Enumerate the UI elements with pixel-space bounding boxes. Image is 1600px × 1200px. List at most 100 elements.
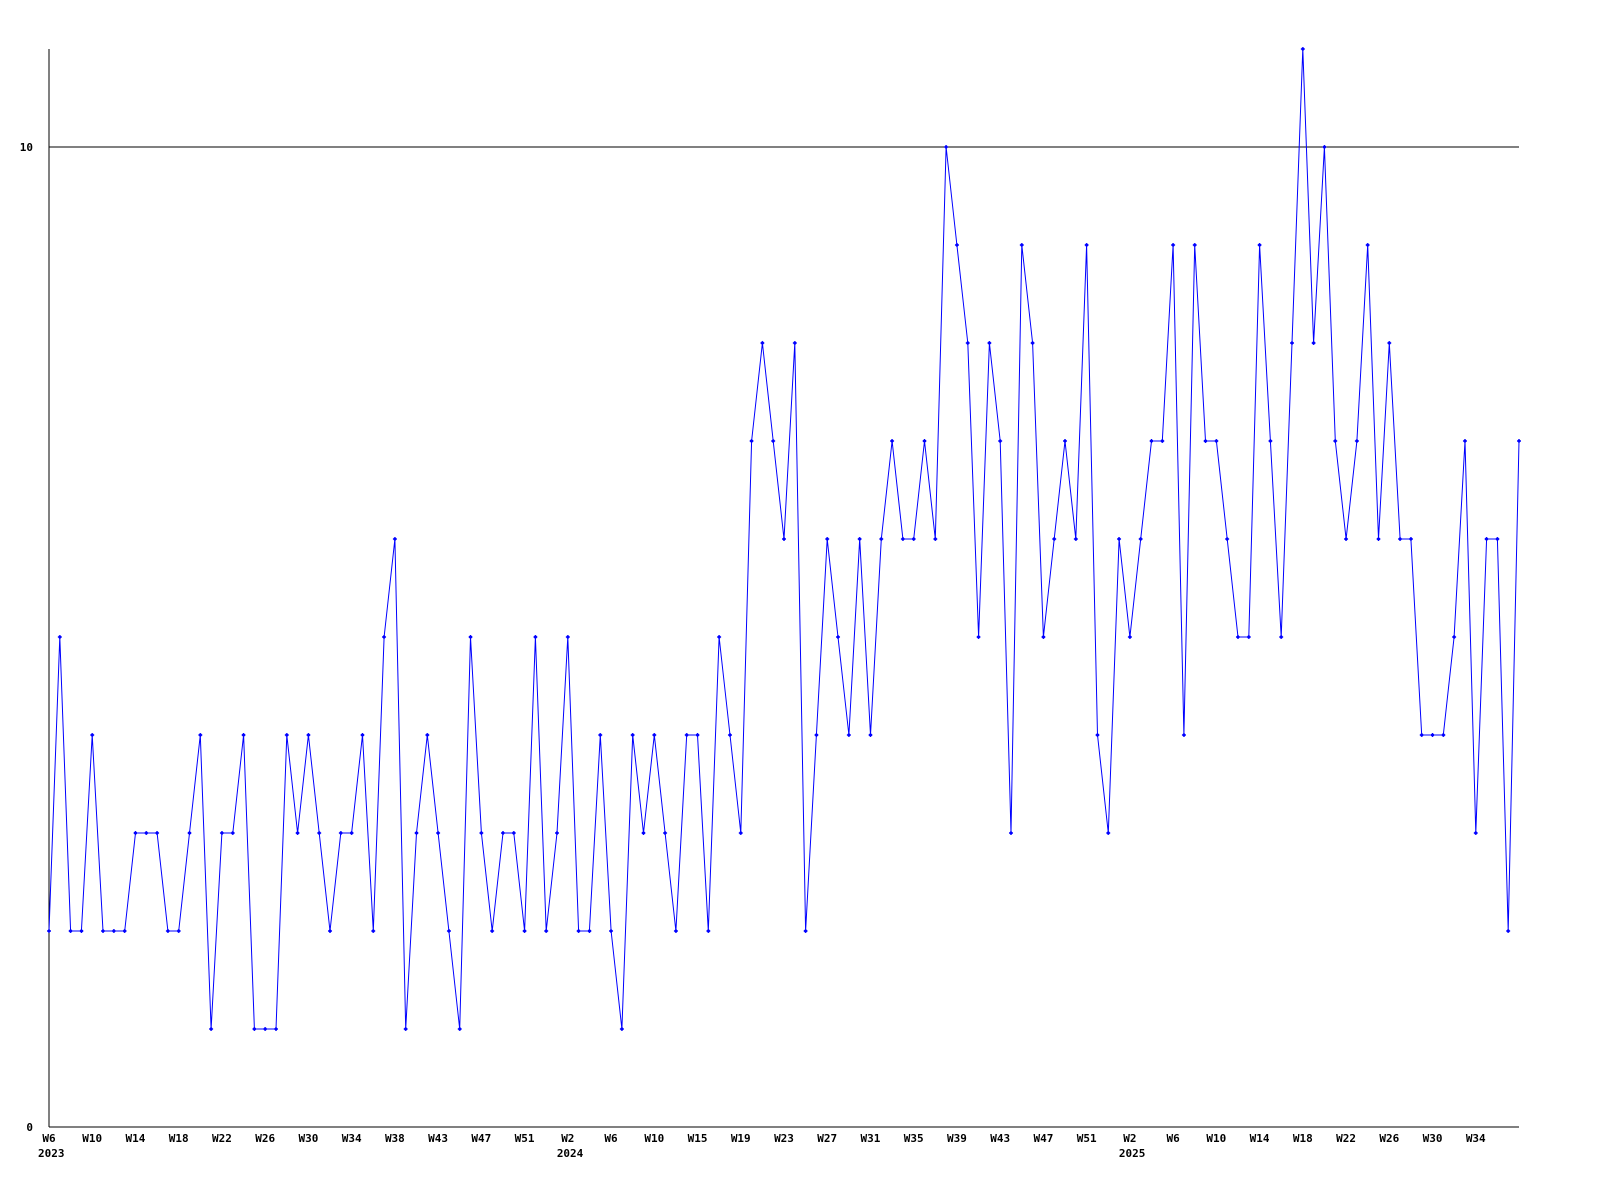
data-point: [781, 536, 787, 542]
x-tick-label: W47: [471, 1132, 491, 1145]
data-point: [749, 438, 754, 444]
data-point: [889, 438, 895, 444]
y-tick-label: 10: [20, 141, 33, 154]
data-point: [846, 732, 852, 738]
data-point: [1322, 144, 1327, 150]
data-point: [68, 928, 73, 934]
data-point: [1246, 634, 1252, 640]
data-point: [868, 732, 873, 738]
data-point: [360, 732, 365, 738]
data-point: [1462, 438, 1468, 444]
data-point: [792, 340, 798, 346]
data-point: [392, 536, 398, 542]
data-point: [316, 830, 322, 836]
x-tick-label: W6: [604, 1132, 618, 1145]
data-point: [738, 830, 744, 836]
data-point: [965, 340, 971, 346]
x-tick-label: W10: [82, 1132, 102, 1145]
x-tick-label: W22: [1336, 1132, 1356, 1145]
data-point: [878, 536, 884, 542]
x-year-label: 2023: [38, 1147, 65, 1160]
x-tick-label: W15: [688, 1132, 708, 1145]
data-point: [370, 928, 376, 934]
data-point: [1030, 340, 1035, 346]
x-year-label: 2025: [1119, 1147, 1146, 1160]
data-point: [511, 830, 517, 836]
data-point: [284, 732, 290, 738]
data-point: [641, 830, 646, 836]
data-point: [932, 536, 938, 542]
x-tick-label: W26: [255, 1132, 275, 1145]
data-point: [770, 438, 776, 444]
data-point: [1235, 634, 1241, 640]
data-point: [954, 242, 960, 248]
data-point: [468, 634, 473, 640]
data-point: [457, 1026, 463, 1032]
data-point: [1505, 928, 1511, 934]
data-point: [1127, 634, 1133, 640]
data-point: [79, 928, 84, 934]
data-point: [306, 732, 311, 738]
data-point: [1451, 634, 1457, 640]
data-point: [554, 830, 560, 836]
data-point: [814, 732, 819, 738]
data-point: [608, 928, 614, 934]
data-point: [857, 536, 863, 542]
x-tick-label: W18: [1293, 1132, 1313, 1145]
data-point: [1495, 536, 1500, 542]
data-point: [1095, 732, 1100, 738]
data-point: [522, 928, 527, 934]
data-point: [997, 438, 1003, 444]
data-point: [414, 830, 419, 836]
x-tick-label: W31: [861, 1132, 881, 1145]
data-point: [122, 928, 128, 934]
data-point: [662, 830, 668, 836]
data-point: [543, 928, 549, 934]
data-point: [1484, 536, 1489, 542]
x-tick-label: W2: [561, 1132, 574, 1145]
data-point: [100, 928, 106, 934]
data-point: [1149, 438, 1154, 444]
x-tick-label: W34: [1466, 1132, 1486, 1145]
data-point: [803, 928, 808, 934]
data-point: [1354, 438, 1360, 444]
data-point: [1419, 732, 1425, 738]
data-point: [273, 1026, 279, 1032]
x-tick-label: W27: [817, 1132, 837, 1145]
data-point: [716, 634, 722, 640]
data-point: [1300, 46, 1306, 52]
data-point: [1473, 830, 1479, 836]
x-tick-label: W43: [990, 1132, 1010, 1145]
data-point: [1268, 438, 1273, 444]
x-tick-label: W35: [904, 1132, 924, 1145]
data-point: [1008, 830, 1014, 836]
data-point: [1051, 536, 1057, 542]
data-point: [1430, 732, 1435, 738]
data-point: [478, 830, 484, 836]
x-tick-label: W2: [1123, 1132, 1136, 1145]
data-point: [684, 732, 690, 738]
x-tick-label: W47: [1033, 1132, 1053, 1145]
data-point: [651, 732, 657, 738]
data-point: [1159, 438, 1165, 444]
x-tick-label: W10: [644, 1132, 664, 1145]
data-point: [46, 928, 52, 934]
data-point: [1332, 438, 1338, 444]
data-point: [230, 830, 236, 836]
data-point: [976, 634, 981, 640]
data-point: [197, 732, 203, 738]
x-tick-label: W23: [774, 1132, 794, 1145]
data-point: [824, 536, 830, 542]
data-point: [154, 830, 160, 836]
data-point: [911, 536, 917, 542]
x-tick-label: W22: [212, 1132, 232, 1145]
x-tick-label: W26: [1379, 1132, 1399, 1145]
data-point: [1116, 536, 1122, 542]
x-tick-label: W38: [385, 1132, 405, 1145]
data-point: [1084, 242, 1090, 248]
data-point: [262, 1026, 268, 1032]
data-point: [619, 1026, 625, 1032]
data-point: [500, 830, 506, 836]
data-point: [727, 732, 733, 738]
